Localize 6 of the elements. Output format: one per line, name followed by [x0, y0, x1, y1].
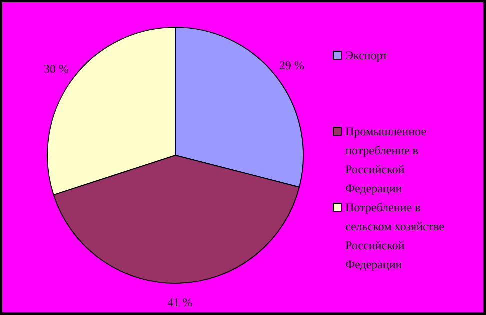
legend-label: Экспорт — [346, 48, 389, 62]
legend-label: Потребление в сельском хозяйстве Российской Федерации — [346, 200, 444, 272]
data-label: 41 % — [168, 296, 193, 310]
data-label: 29 % — [279, 58, 304, 72]
legend-label: Промышленное потребление в Российской Федерации — [346, 124, 426, 196]
data-label: 30 % — [44, 62, 69, 76]
